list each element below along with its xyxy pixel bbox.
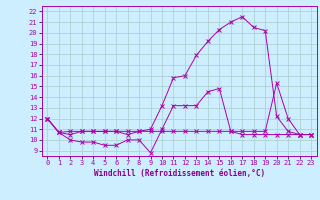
X-axis label: Windchill (Refroidissement éolien,°C): Windchill (Refroidissement éolien,°C) xyxy=(94,169,265,178)
